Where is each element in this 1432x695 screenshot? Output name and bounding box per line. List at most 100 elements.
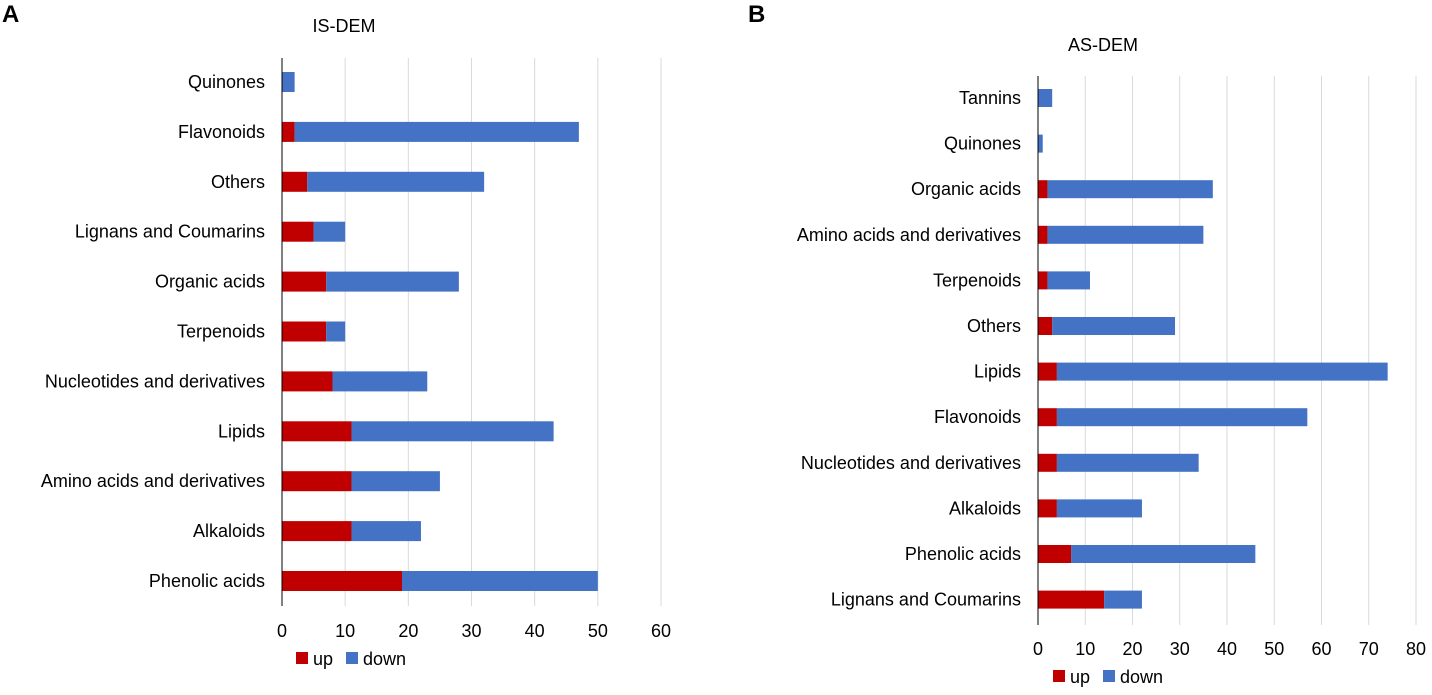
category-label: Lignans and Coumarins [831,590,1021,610]
bar-up [282,421,352,442]
category-label: Lipids [974,362,1021,382]
bar-down [307,171,485,192]
bar-up [1038,180,1048,199]
bar-up [1038,362,1057,381]
bar-down [326,321,346,342]
bar-up [282,371,333,392]
category-label: Quinones [944,134,1021,154]
bar-up [1038,590,1105,609]
bar-down [1056,408,1308,427]
x-tick-label: 70 [1359,639,1379,659]
x-tick-label: 0 [1033,639,1043,659]
bar-up [282,471,352,492]
legend-swatch-down [346,652,358,664]
category-label: Phenolic acids [149,571,265,591]
bar-down [282,72,295,92]
x-tick-label: 10 [1075,639,1095,659]
bar-up [1038,545,1072,563]
category-label: Alkaloids [193,521,265,541]
category-label: Nucleotides and derivatives [801,453,1021,473]
bar-down [1047,271,1090,290]
x-tick-label: 20 [398,621,418,641]
bar-down [326,271,459,292]
chart-panel-b: B AS-DEM Tannins Quinones Organic acids Ami… [748,1,1426,687]
bar-down [351,421,554,442]
legend-swatch-up [1053,670,1065,682]
legend-swatch-up [296,652,308,664]
bar-down [1047,225,1204,244]
x-tick-label: 60 [1311,639,1331,659]
category-label: Quinones [188,72,265,92]
legend-label-up: up [313,649,333,669]
legend-label-up: up [1070,667,1090,687]
bar-down [1038,134,1043,153]
bar-down [1071,545,1256,563]
category-label: Phenolic acids [905,544,1021,564]
x-tick-label: 0 [277,621,287,641]
bars [1038,89,1388,609]
bar-down [332,371,428,392]
x-tick-label: 80 [1406,639,1426,659]
category-label: Others [967,316,1021,336]
category-label: Terpenoids [933,270,1021,290]
panel-label: B [748,1,765,28]
bar-up [1038,453,1057,472]
bar-down [1056,362,1388,381]
category-label: Others [211,172,265,192]
category-label: Organic acids [155,272,265,292]
category-labels: Quinones Flavonoids Others Lignans and Coum… [41,72,265,591]
category-label: Amino acids and derivatives [797,225,1021,245]
bars [282,72,598,591]
category-label: Terpenoids [177,322,265,342]
legend: up down [1053,667,1163,687]
legend-label-down: down [363,649,406,669]
panel-label: A [2,1,19,28]
bar-up [282,521,352,542]
category-label: Flavonoids [178,122,265,142]
bar-up [282,171,308,192]
category-label: Amino acids and derivatives [41,471,265,491]
bar-up [1038,317,1053,335]
bar-up [1038,499,1057,518]
category-labels: Tannins Quinones Organic acids Amino acids … [797,88,1021,610]
bar-up [282,321,327,342]
chart-panel-a: A IS-DEM Quinones Flavonoids Others Lignans… [2,1,671,669]
bar-down [1104,590,1142,609]
x-tick-label: 20 [1122,639,1142,659]
bar-up [1038,225,1048,244]
category-label: Flavonoids [934,407,1021,427]
x-tick-label: 60 [651,621,671,641]
category-label: Lipids [218,421,265,441]
bar-down [402,571,598,591]
bar-up [1038,271,1048,290]
x-tick-label: 40 [525,621,545,641]
gridlines [1084,76,1417,625]
x-tick-label: 50 [1264,639,1284,659]
category-label: Alkaloids [949,498,1021,518]
gridlines [344,58,662,606]
chart-title: IS-DEM [313,16,376,36]
bar-down [1047,180,1213,199]
x-tick-label: 30 [1170,639,1190,659]
bar-up [282,571,403,591]
bar-down [1052,317,1176,335]
category-label: Lignans and Coumarins [75,222,265,242]
bar-up [282,121,295,142]
category-label: Nucleotides and derivatives [45,371,265,391]
x-tick-label: 10 [335,621,355,641]
legend-label-down: down [1120,667,1163,687]
bar-down [351,521,421,542]
x-tick-label: 40 [1217,639,1237,659]
x-tick-label: 50 [588,621,608,641]
bar-up [1038,408,1057,427]
bar-up [282,271,327,292]
bar-down [1056,499,1142,518]
legend-swatch-down [1103,670,1115,682]
category-label: Tannins [959,88,1021,108]
x-tick-label: 30 [461,621,481,641]
x-tick-labels: 0 10 20 30 40 50 60 70 80 [1033,639,1426,659]
bar-down [351,471,440,492]
bar-down [294,121,579,142]
bar-down [313,221,346,242]
